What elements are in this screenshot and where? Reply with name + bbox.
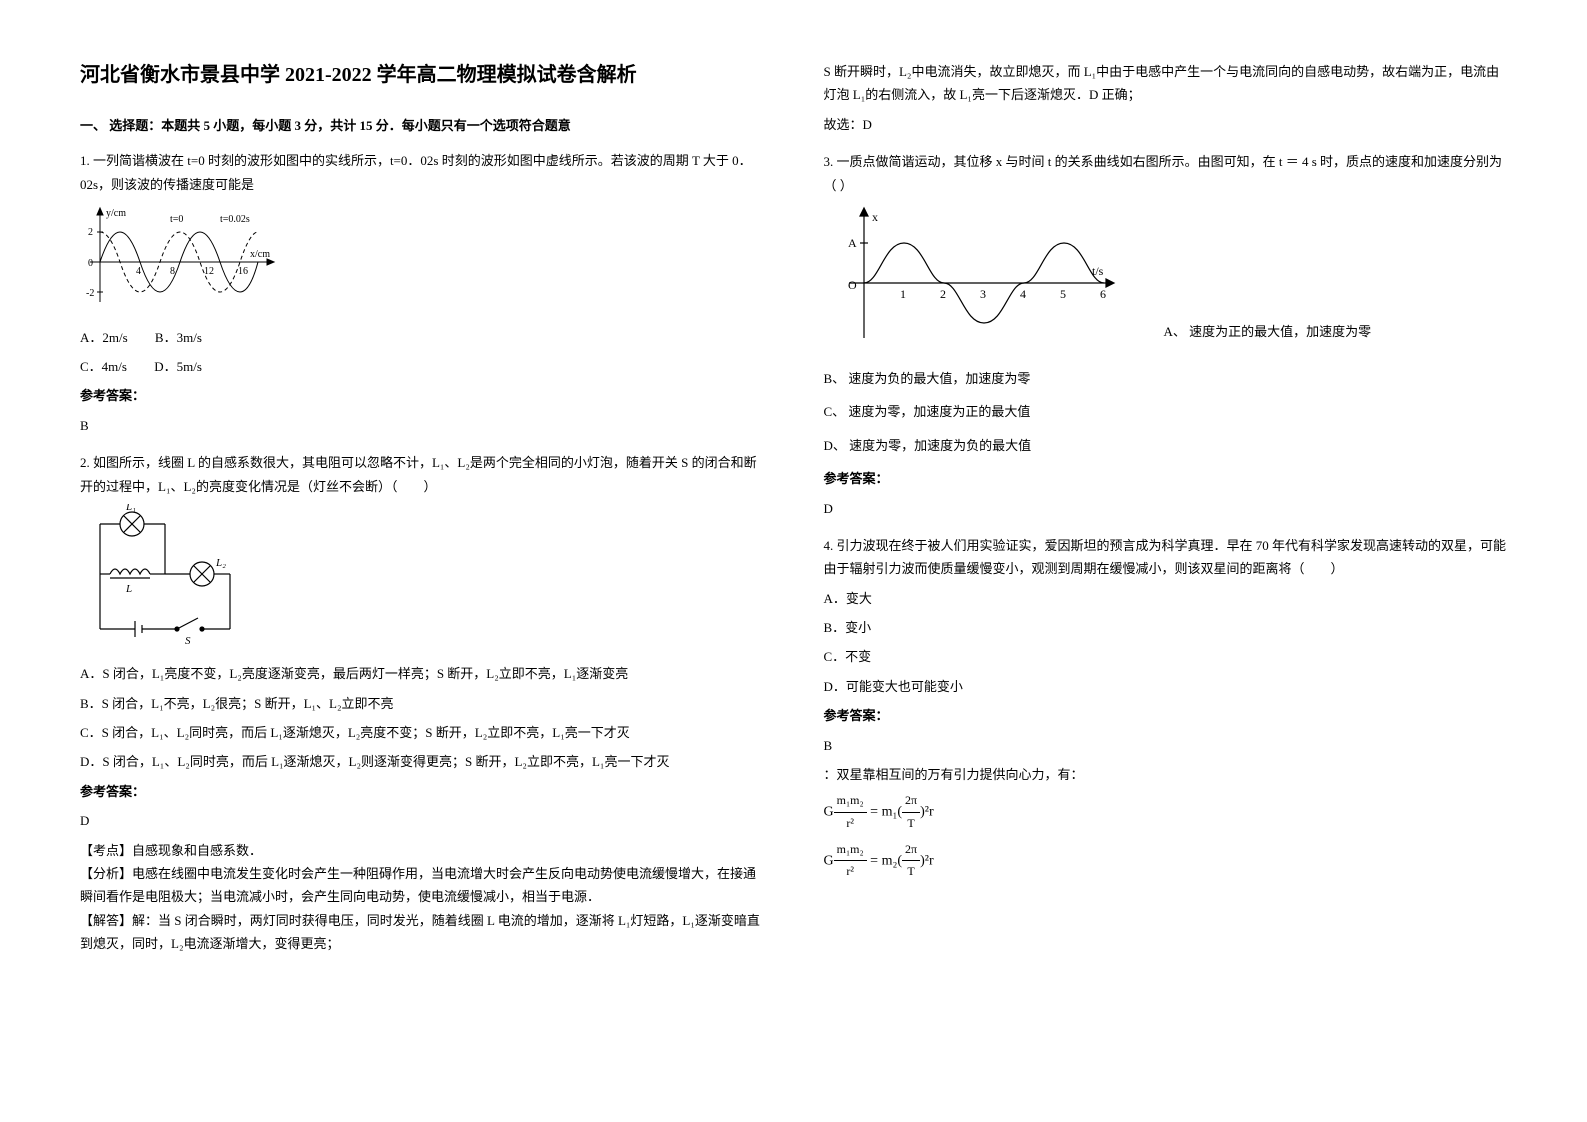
q4-optD: D．可能变大也可能变小 xyxy=(824,675,1508,698)
q1-ans-label: 参考答案： xyxy=(80,384,764,407)
q2-guxuan: 故选：D xyxy=(824,113,1508,136)
q2-ans: D xyxy=(80,809,764,832)
q1-optD: D．5m/s xyxy=(154,359,202,374)
q4-optC: C．不变 xyxy=(824,645,1508,668)
q2-optD: D．S 闭合，L₁、L₂同时亮，而后 L₁逐渐熄灭，L₂则逐渐变得更亮；S 断开… xyxy=(80,750,764,773)
svg-text:t/s: t/s xyxy=(1092,264,1104,278)
q2-optB: B．S 闭合，L₁不亮，L₂很亮；S 断开，L₁、L₂立即不亮 xyxy=(80,692,764,715)
q3-optC: C、 速度为零，加速度为正的最大值 xyxy=(824,400,1508,423)
q1-optB: B．3m/s xyxy=(155,330,202,345)
q3-optD: D、 速度为零，加速度为负的最大值 xyxy=(824,434,1508,457)
svg-text:x: x xyxy=(872,210,878,224)
svg-text:3: 3 xyxy=(980,287,986,301)
svg-text:4: 4 xyxy=(1020,287,1026,301)
f2-rnum: 2π xyxy=(902,839,920,862)
svg-text:6: 6 xyxy=(1100,287,1106,301)
f1-mass: m₁ xyxy=(882,805,898,820)
svg-text:0: 0 xyxy=(88,258,93,269)
q1-optC: C．4m/s xyxy=(80,359,127,374)
q4-ans-label: 参考答案： xyxy=(824,704,1508,727)
question-1: 1. 一列简谐横波在 t=0 时刻的波形如图中的实线所示，t=0．02s 时刻的… xyxy=(80,149,764,437)
q4-text: 4. 引力波现在终于被人们用实验证实，爱因斯坦的预言成为科学真理．早在 70 年… xyxy=(824,534,1508,581)
svg-text:y/cm: y/cm xyxy=(106,208,126,219)
svg-text:L₂: L₂ xyxy=(215,557,226,569)
q4-optA: A．变大 xyxy=(824,587,1508,610)
q2-optA: A．S 闭合，L₁亮度不变，L₂亮度逐渐变亮，最后两灯一样亮；S 断开，L₂立即… xyxy=(80,662,764,685)
svg-text:1: 1 xyxy=(900,287,906,301)
q2-jieda-cont: S 断开瞬时，L₂中电流消失，故立即熄灭，而 L₁中由于电感中产生一个与电流同向… xyxy=(824,60,1508,107)
svg-text:A: A xyxy=(848,236,857,250)
f2-mass: m₂ xyxy=(882,853,898,868)
left-column: 河北省衡水市景县中学 2021-2022 学年高二物理模拟试卷含解析 一、 选择… xyxy=(80,60,764,1062)
q4-optB: B．变小 xyxy=(824,616,1508,639)
svg-text:8: 8 xyxy=(170,266,175,277)
svg-text:-2: -2 xyxy=(86,288,94,299)
q4-formula-2: Gm₁m₂r² = m₂(2πT)²r xyxy=(824,839,1508,883)
f2-rden: T xyxy=(902,861,920,883)
q1-optA: A．2m/s xyxy=(80,330,128,345)
svg-text:5: 5 xyxy=(1060,287,1066,301)
question-4: 4. 引力波现在终于被人们用实验证实，爱因斯坦的预言成为科学真理．早在 70 年… xyxy=(824,534,1508,883)
svg-text:O: O xyxy=(848,278,857,292)
q3-figure: x A O 1 2 3 4 5 6 t/s A、 速度为正的最大值，加速度为零 xyxy=(824,203,1508,353)
q1-ans: B xyxy=(80,414,764,437)
f2-lnum: m₁m₂ xyxy=(834,839,867,862)
q3-optB: B、 速度为负的最大值，加速度为零 xyxy=(824,367,1508,390)
svg-text:S: S xyxy=(185,635,191,647)
f1-lnum: m₁m₂ xyxy=(834,790,867,813)
q4-ans: B xyxy=(824,734,1508,757)
svg-text:t=0: t=0 xyxy=(170,214,183,225)
q1-options-row1: A．2m/s B．3m/s xyxy=(80,326,764,349)
f1-tail: )²r xyxy=(920,805,934,820)
q3-text: 3. 一质点做简谐运动，其位移 x 与时间 t 的关系曲线如右图所示。由图可知，… xyxy=(824,150,1508,197)
q1-text: 1. 一列简谐横波在 t=0 时刻的波形如图中的实线所示，t=0．02s 时刻的… xyxy=(80,149,764,196)
q2-figure: L₁ L₂ L S xyxy=(80,504,764,656)
svg-text:12: 12 xyxy=(204,266,214,277)
svg-text:16: 16 xyxy=(238,266,248,277)
svg-text:x/cm: x/cm xyxy=(250,249,270,260)
svg-text:L: L xyxy=(125,583,132,595)
q2-jieda: 【解答】解：当 S 闭合瞬时，两灯同时获得电压，同时发光，随着线圈 L 电流的增… xyxy=(80,909,764,956)
question-2: 2. 如图所示，线圈 L 的自感系数很大，其电阻可以忽略不计，L₁、L₂是两个完… xyxy=(80,451,764,955)
section-heading: 一、 选择题：本题共 5 小题，每小题 3 分，共计 15 分．每小题只有一个选… xyxy=(80,114,764,137)
right-column: S 断开瞬时，L₂中电流消失，故立即熄灭，而 L₁中由于电感中产生一个与电流同向… xyxy=(824,60,1508,1062)
q3-ans: D xyxy=(824,497,1508,520)
f1-rnum: 2π xyxy=(902,790,920,813)
q2-ans-label: 参考答案： xyxy=(80,780,764,803)
svg-text:4: 4 xyxy=(136,266,141,277)
q3-ans-label: 参考答案： xyxy=(824,467,1508,490)
svg-text:L₁: L₁ xyxy=(125,504,136,513)
f2-lden: r² xyxy=(834,861,867,883)
f2-tail: )²r xyxy=(920,853,934,868)
q2-fenxi: 【分析】电感在线圈中电流发生变化时会产生一种阻碍作用，当电流增大时会产生反向电动… xyxy=(80,862,764,909)
q4-formula-1: Gm₁m₂r² = m₁(2πT)²r xyxy=(824,790,1508,834)
f1-lden: r² xyxy=(834,813,867,835)
q2-kaodian: 【考点】自感现象和自感系数． xyxy=(80,839,764,862)
q4-expl: ：双星靠相互间的万有引力提供向心力，有： xyxy=(824,763,1508,786)
svg-text:2: 2 xyxy=(940,287,946,301)
q1-figure: y/cm 2 0 -2 4 8 12 16 x/cm t=0 t=0.02s xyxy=(80,202,764,319)
svg-text:2: 2 xyxy=(88,227,93,238)
page-title: 河北省衡水市景县中学 2021-2022 学年高二物理模拟试卷含解析 xyxy=(80,60,764,90)
q3-optA: A、 速度为正的最大值，加速度为零 xyxy=(1164,320,1372,353)
q2-text: 2. 如图所示，线圈 L 的自感系数很大，其电阻可以忽略不计，L₁、L₂是两个完… xyxy=(80,451,764,498)
f1-rden: T xyxy=(902,813,920,835)
question-3: 3. 一质点做简谐运动，其位移 x 与时间 t 的关系曲线如右图所示。由图可知，… xyxy=(824,150,1508,520)
q2-optC: C．S 闭合，L₁、L₂同时亮，而后 L₁逐渐熄灭，L₂亮度不变；S 断开，L₂… xyxy=(80,721,764,744)
q1-options-row2: C．4m/s D．5m/s xyxy=(80,355,764,378)
svg-text:t=0.02s: t=0.02s xyxy=(220,214,250,225)
